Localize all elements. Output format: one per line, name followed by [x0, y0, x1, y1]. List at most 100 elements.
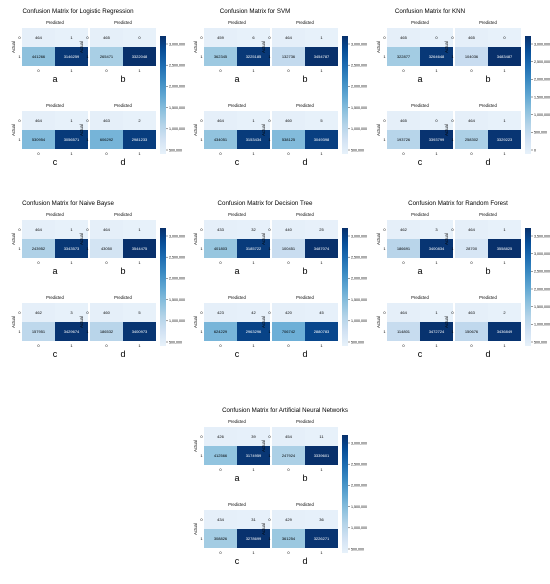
heatmap-cell [22, 130, 55, 149]
cell-value: 0 [503, 35, 506, 40]
heatmap-cell [272, 427, 305, 446]
x-tick-label: 0 [219, 467, 222, 472]
heatmap-cell [55, 28, 88, 47]
y-tick-label: 1 [383, 54, 386, 59]
y-axis-label: Actual [261, 124, 266, 136]
colorbar-tick-label: 500,000 [169, 148, 182, 152]
x-tick-label: 0 [287, 550, 290, 555]
chart-title: Confusion Matrix for Logistic Regression [22, 8, 134, 15]
cell-value: 0 [435, 118, 438, 123]
chart-panel: Confusion Matrix for KNN Predicted Actual 4… [376, 8, 550, 167]
cell-value: 11 [319, 434, 324, 439]
chart-title: Confusion Matrix for Random Forest [408, 200, 508, 207]
heatmap-cell [305, 303, 338, 322]
cell-value: 3049398 [314, 137, 330, 142]
x-tick-label: 0 [402, 68, 405, 73]
cell-value: 25 [319, 227, 324, 232]
heatmap-cell [455, 303, 488, 322]
x-axis-label: Predicted [228, 20, 246, 25]
subplot-letter: d [485, 349, 490, 359]
x-tick-label: 0 [219, 550, 222, 555]
heatmap-cell [488, 239, 521, 258]
y-axis-label: Actual [79, 233, 84, 245]
x-tick-label: 1 [503, 151, 506, 156]
heatmap-cell [237, 322, 270, 341]
cell-value: 45 [319, 310, 324, 315]
colorbar-tick-label: 2,500,000 [169, 256, 185, 260]
heatmap-cell [387, 28, 420, 47]
cell-value: 465 [400, 35, 407, 40]
heatmap-cell [204, 529, 237, 548]
x-tick-label: 1 [503, 260, 506, 265]
x-axis-label: Predicted [228, 295, 246, 300]
y-axis-label: Actual [376, 124, 381, 136]
x-tick-label: 1 [320, 467, 323, 472]
y-tick-label: 0 [86, 310, 89, 315]
y-tick-label: 1 [200, 453, 203, 458]
y-tick-label: 1 [18, 137, 21, 142]
cell-value: 462 [400, 227, 407, 232]
heatmap-cell [55, 322, 88, 341]
cell-value: 464 [468, 118, 475, 123]
cell-value: 1 [70, 118, 73, 123]
colorbar-tick-label: 2,000,000 [169, 277, 185, 281]
heatmap-subplot: Predicted Actual 464 1 434051 3153434 0 1 0 1 c [193, 103, 270, 167]
subplot-letter: a [52, 74, 57, 84]
heatmap-subplot: Predicted Actual 454 11 247924 3339601 0 1 0 1 b [261, 419, 338, 483]
heatmap-cell [387, 322, 420, 341]
heatmap-subplot: Predicted Actual 462 3 157951 3429674 0 1 0 1 c [11, 295, 88, 359]
heatmap-cell [123, 111, 156, 130]
cell-value: 464 [468, 227, 475, 232]
colorbar-tick-label: 500,000 [351, 340, 364, 344]
heatmap-cell [387, 303, 420, 322]
x-tick-label: 1 [252, 260, 255, 265]
cell-value: 2880783 [314, 329, 330, 334]
x-axis-label: Predicted [114, 212, 132, 217]
x-axis-label: Predicted [46, 295, 64, 300]
colorbar-tick-label: 500,000 [351, 547, 364, 551]
chart-title: Confusion Matrix for Decision Tree [218, 200, 313, 207]
heatmap-cell [305, 446, 338, 465]
colorbar-tick-label: 500,000 [169, 340, 182, 344]
x-tick-label: 0 [470, 151, 473, 156]
colorbar-tick-label: 1,500,000 [534, 95, 550, 99]
y-tick-label: 1 [86, 137, 89, 142]
heatmap-cell [90, 130, 123, 149]
heatmap-subplot: Predicted Actual 463 2 606292 2981233 0 1 0 1 d [79, 103, 156, 167]
heatmap-cell [237, 446, 270, 465]
heatmap-cell [420, 28, 453, 47]
x-tick-label: 0 [105, 68, 108, 73]
y-tick-label: 0 [451, 310, 454, 315]
colorbar-gradient [342, 228, 348, 346]
heatmap-cell [55, 220, 88, 239]
y-axis-label: Actual [11, 316, 16, 328]
heatmap-subplot: Predicted Actual 465 0 193726 3393799 0 1 0 1 c [376, 103, 453, 167]
heatmap-cell [90, 322, 123, 341]
subplot-letter: b [120, 74, 125, 84]
cell-value: 3 [70, 310, 73, 315]
y-tick-label: 0 [18, 118, 21, 123]
heatmap-subplot: Predicted Actual 434 31 308826 3278699 0 1 0 1 c [193, 502, 270, 566]
subplot-letter: b [302, 74, 307, 84]
y-axis-label: Actual [193, 316, 198, 328]
y-axis-label: Actual [444, 316, 449, 328]
y-axis-label: Actual [261, 41, 266, 53]
cell-value: 464 [35, 118, 42, 123]
y-axis-label: Actual [376, 233, 381, 245]
x-axis-label: Predicted [228, 103, 246, 108]
subplot-letter: c [235, 349, 240, 359]
colorbar-tick-label: 3,000,000 [351, 441, 367, 445]
colorbar-tick-label: 2,500,000 [169, 64, 185, 68]
cell-value: 465 [103, 35, 110, 40]
x-tick-label: 0 [105, 151, 108, 156]
y-axis-label: Actual [11, 233, 16, 245]
cell-value: 3454787 [314, 54, 330, 59]
x-axis-label: Predicted [411, 103, 429, 108]
cell-value: 464 [103, 227, 110, 232]
y-axis-label: Actual [444, 124, 449, 136]
subplot-letter: a [234, 473, 239, 483]
heatmap-cell [488, 111, 521, 130]
colorbar-tick-label: 1,000,000 [169, 319, 185, 323]
colorbar-tick-label: 1,000,000 [534, 113, 550, 117]
heatmap-cell [22, 239, 55, 258]
